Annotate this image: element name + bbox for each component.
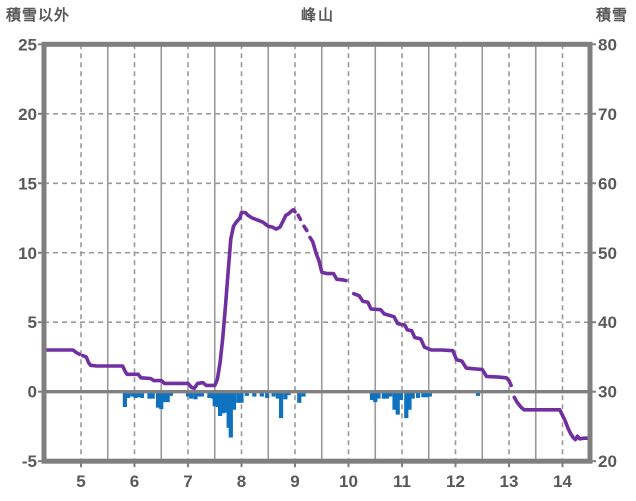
bar <box>226 391 231 428</box>
bar <box>228 391 233 438</box>
bar <box>421 391 426 398</box>
x-tick-label: 7 <box>183 472 192 491</box>
bar <box>424 391 429 398</box>
bar <box>259 391 264 397</box>
data-line <box>308 235 348 283</box>
right-tick-label: 70 <box>598 105 617 124</box>
right-tick-label: 80 <box>598 35 617 54</box>
x-tick-label: 11 <box>393 472 411 491</box>
bar <box>218 391 223 417</box>
bar <box>189 391 194 399</box>
right-tick-label: 20 <box>598 452 617 471</box>
bar <box>196 391 201 397</box>
bar <box>271 391 276 397</box>
bar <box>130 391 135 397</box>
x-tick-label: 9 <box>290 472 299 491</box>
data-line <box>296 213 303 222</box>
left-tick-label: 20 <box>18 105 37 124</box>
bar <box>373 391 378 403</box>
bar <box>236 391 241 403</box>
left-tick-label: -5 <box>22 452 37 471</box>
left-tick-label: 0 <box>28 383 37 402</box>
bar <box>398 391 404 401</box>
bar <box>207 391 212 398</box>
bar <box>125 391 131 398</box>
bar <box>210 391 215 399</box>
data-line <box>512 395 592 442</box>
data-line <box>302 224 309 233</box>
bar <box>150 391 155 399</box>
bar <box>231 391 237 410</box>
left-tick-label: 15 <box>18 174 37 193</box>
bar <box>278 391 284 419</box>
bar <box>427 391 432 397</box>
left-axis-title: 積雪以外 <box>6 7 71 24</box>
bar <box>133 391 138 398</box>
bar <box>410 391 415 399</box>
bar <box>376 391 381 399</box>
bar <box>369 391 375 401</box>
data-line <box>42 348 82 356</box>
bar <box>415 391 421 398</box>
x-tick-label: 14 <box>553 472 572 491</box>
bar <box>297 391 302 403</box>
bar <box>283 391 288 400</box>
bar <box>193 391 198 400</box>
bar <box>215 391 221 407</box>
right-tick-label: 50 <box>598 244 617 263</box>
chart-title: 峰山 <box>300 7 335 24</box>
right-tick-label: 60 <box>598 174 617 193</box>
data-line <box>80 207 297 390</box>
bar <box>168 391 173 396</box>
bar <box>392 391 397 410</box>
bar <box>139 391 145 398</box>
bar <box>252 391 257 397</box>
bar <box>239 391 244 403</box>
bar <box>185 391 191 397</box>
bar <box>136 391 141 398</box>
left-tick-label: 10 <box>18 244 37 263</box>
bar <box>162 391 167 403</box>
bar <box>224 391 229 413</box>
right-tick-label: 30 <box>598 383 617 402</box>
x-tick-label: 13 <box>500 472 519 491</box>
data-line <box>352 291 513 388</box>
x-tick-label: 5 <box>76 472 85 491</box>
bar <box>301 391 306 397</box>
x-tick-label: 10 <box>339 472 358 491</box>
x-tick-label: 6 <box>130 472 139 491</box>
bar <box>265 391 270 398</box>
bar <box>388 391 393 397</box>
bar <box>384 391 390 399</box>
bar <box>165 391 170 403</box>
bar <box>286 391 291 396</box>
bar <box>475 391 481 396</box>
bar <box>407 391 412 410</box>
bar <box>122 391 127 407</box>
bar <box>244 391 249 396</box>
x-tick-label: 12 <box>446 472 465 491</box>
bar <box>404 391 409 419</box>
bar <box>381 391 386 399</box>
bar <box>147 391 152 399</box>
bar <box>199 391 205 397</box>
bar <box>159 391 164 410</box>
bar <box>212 391 217 407</box>
bar <box>155 391 161 408</box>
left-tick-label: 25 <box>18 35 37 54</box>
bar <box>395 391 400 415</box>
left-tick-label: 5 <box>28 313 37 332</box>
x-tick-label: 8 <box>237 472 246 491</box>
bar <box>221 391 226 414</box>
bar <box>275 391 280 399</box>
right-axis-title: 積雪 <box>595 7 628 24</box>
right-tick-label: 40 <box>598 313 617 332</box>
